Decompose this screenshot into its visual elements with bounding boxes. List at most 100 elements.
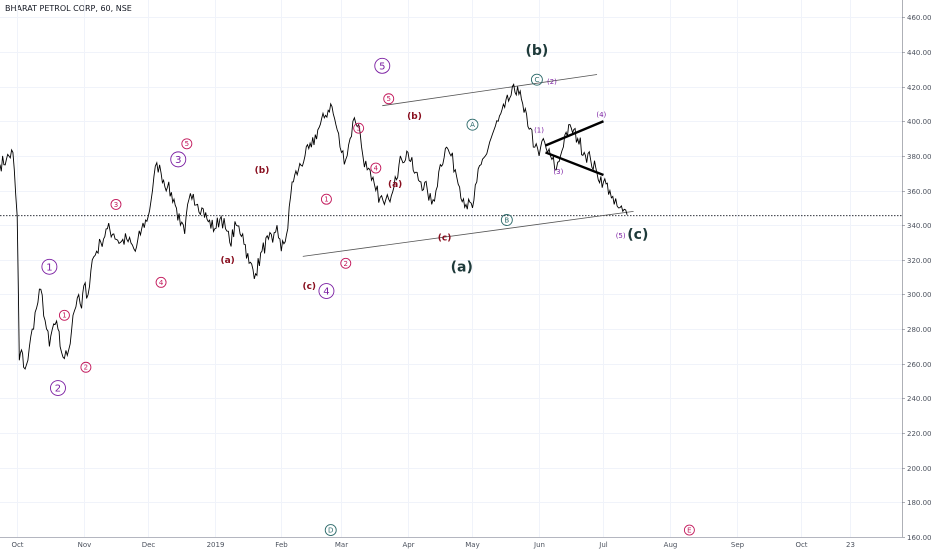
- wave-label-ring: [324, 524, 337, 537]
- wave-label: 3: [110, 198, 122, 210]
- wave-label-ring: [50, 380, 66, 396]
- wave-label-ring: [41, 258, 58, 275]
- wave-label: (c): [627, 227, 648, 243]
- price-axis-bg: [902, 0, 932, 550]
- triangle-trendline: [545, 120, 604, 147]
- wave-label-text: 2: [84, 364, 88, 372]
- time-axis[interactable]: Oct Nov Dec 2019 Feb Mar Apr May Jun Jul Aug Sep Oct…: [0, 537, 902, 550]
- price-tick-label: 200.00: [907, 465, 932, 473]
- wave-label-ring: [374, 57, 391, 74]
- wave-label-text: (3): [553, 168, 563, 176]
- wave-label-text: 4: [159, 279, 164, 287]
- wave-label: 1: [320, 193, 332, 205]
- wave-label: 4: [370, 162, 382, 174]
- wave-label: (b): [525, 43, 548, 59]
- wave-label: 3: [353, 122, 365, 134]
- time-tick-label: Jun: [533, 541, 545, 549]
- wave-label-text: 2: [55, 384, 61, 395]
- wave-label-ring: [353, 122, 365, 134]
- wave-label-text: 1: [324, 196, 328, 204]
- time-tick-label: May: [465, 541, 479, 549]
- wave-label-text: (a): [220, 256, 234, 266]
- wave-label-text: 1: [62, 312, 66, 320]
- price-series: [0, 83, 628, 370]
- wave-label: (c): [438, 233, 452, 243]
- wave-label-ring: [58, 309, 70, 321]
- wave-label: 5: [374, 57, 391, 74]
- wave-label-ring: [500, 214, 513, 226]
- time-tick-label: 2019: [207, 541, 225, 549]
- price-axis[interactable]: 160.00 180.00 200.00 220.00 240.00 260.00 280.…: [902, 0, 932, 550]
- wave-label: (a): [220, 256, 234, 266]
- wave-label-text: 1: [46, 262, 52, 273]
- price-tick-label: 160.00: [907, 534, 932, 542]
- wave-label-ring: [80, 361, 92, 373]
- wave-label-ring: [170, 151, 187, 168]
- price-tick-label: 460.00: [907, 14, 932, 22]
- time-tick-label: Nov: [78, 541, 92, 549]
- wave-label: (3): [553, 168, 563, 176]
- price-tick-label: 400.00: [907, 118, 932, 126]
- wave-label-text: 5: [379, 61, 385, 72]
- wave-label: B: [500, 214, 513, 226]
- wave-label: (b): [407, 112, 422, 122]
- wave-label-text: 3: [356, 125, 360, 133]
- wave-label-ring: [320, 193, 332, 205]
- channel-trendline: [382, 74, 598, 107]
- time-tick-label: 23: [846, 541, 855, 549]
- wave-label: (2): [547, 78, 557, 86]
- trendlines: [302, 74, 634, 257]
- wave-label-text: (b): [255, 166, 270, 176]
- wave-label-text: 5: [185, 140, 189, 148]
- wave-label: C: [530, 73, 543, 86]
- price-tick-label: 360.00: [907, 188, 932, 196]
- price-tick-label: 320.00: [907, 257, 932, 265]
- wave-label-ring: [466, 118, 479, 131]
- price-tick-label: 180.00: [907, 499, 932, 507]
- wave-label-ring: [318, 283, 335, 299]
- wave-label: 1: [41, 258, 58, 275]
- channel-trendline: [302, 210, 634, 257]
- wave-label: E: [683, 524, 695, 536]
- wave-label-text: (c): [627, 227, 648, 243]
- wave-label-text: 2: [344, 260, 348, 268]
- wave-label-text: (a): [388, 180, 402, 190]
- wave-label-text: (c): [438, 233, 452, 243]
- wave-label-ring: [383, 93, 395, 105]
- wave-label: (b): [255, 166, 270, 176]
- wave-label-ring: [110, 198, 122, 210]
- price-tick-label: 420.00: [907, 84, 932, 92]
- wave-label-text: A: [470, 121, 475, 129]
- wave-label-text: (5): [616, 232, 626, 240]
- triangle-trendline: [545, 151, 604, 177]
- chart-title: BHARAT PETROL CORP, 60, NSE: [5, 4, 132, 13]
- time-tick-label: Jul: [598, 541, 608, 549]
- wave-label: (a): [388, 180, 402, 190]
- wave-label: A: [466, 118, 479, 131]
- wave-label: (a): [451, 260, 473, 276]
- wave-label-ring: [530, 73, 543, 86]
- wave-label: 4: [155, 276, 167, 288]
- wave-label-text: 3: [175, 155, 181, 166]
- time-tick-label: Feb: [275, 541, 288, 549]
- time-tick-label: Sep: [731, 541, 745, 549]
- wave-label-ring: [181, 138, 193, 150]
- wave-label-ring: [370, 162, 382, 174]
- wave-label: D: [324, 524, 337, 537]
- wave-label-text: (b): [525, 43, 548, 59]
- time-tick-label: Oct: [795, 541, 807, 549]
- time-tick-label: Oct: [11, 541, 23, 549]
- wave-label: (5): [616, 232, 626, 240]
- wave-label-text: 4: [374, 164, 379, 172]
- wave-label: 5: [383, 93, 395, 105]
- wave-label-ring: [155, 276, 167, 288]
- time-tick-label: Apr: [402, 541, 414, 549]
- wave-annotations: (b)C (2)(1)(4)(3)(5) (c)(a)(c)BA55(b)34(a)…: [41, 43, 695, 537]
- wave-label-text: 5: [386, 95, 390, 103]
- wave-label-text: B: [504, 216, 509, 224]
- wave-label: (1): [534, 126, 544, 134]
- wave-label-text: (2): [547, 78, 557, 86]
- wave-label-ring: [683, 524, 695, 536]
- price-tick-label: 340.00: [907, 222, 932, 230]
